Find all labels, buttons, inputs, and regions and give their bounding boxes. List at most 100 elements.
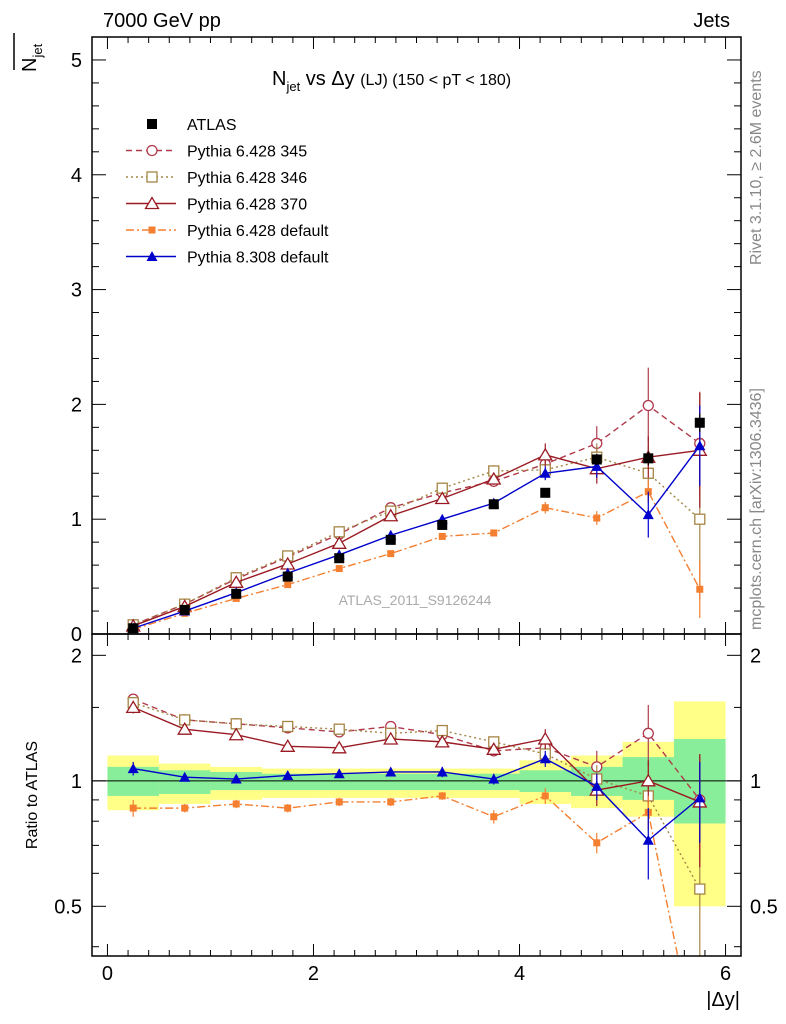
ratio-point <box>331 740 347 754</box>
ratio-point <box>488 773 500 784</box>
legend-marker <box>148 226 156 234</box>
x-tick-label: 2 <box>308 963 319 985</box>
data-point <box>387 550 395 558</box>
series-line <box>132 456 701 626</box>
band-inner <box>364 773 417 791</box>
series-pythia-6-428-default <box>129 480 704 633</box>
legend-entry: Pythia 6.428 370 <box>126 196 307 214</box>
ratio-y-tick-label-right: 2 <box>750 645 761 667</box>
ratio-point <box>333 768 345 779</box>
ratio-point <box>127 763 139 774</box>
ratio-point <box>642 834 654 845</box>
data-point <box>537 447 553 461</box>
ratio-point <box>181 804 189 812</box>
ratio-y-tick-label: 1 <box>71 771 82 793</box>
legend-entry: Pythia 6.428 default <box>126 223 329 240</box>
y-tick-label: 4 <box>71 165 82 187</box>
y-tick-label: 2 <box>71 394 82 416</box>
ratio-point <box>282 720 294 733</box>
data-point <box>488 499 499 510</box>
ratio-point <box>335 798 343 806</box>
ratio-line <box>132 698 701 801</box>
y-tick-label: 0 <box>71 624 82 646</box>
data-point <box>437 519 448 530</box>
ratio-point <box>642 727 654 739</box>
ratio-line <box>133 795 679 956</box>
main-title: Njet vs Δy (LJ) (150 < pT < 180) <box>272 68 511 94</box>
band-inner <box>416 773 469 791</box>
legend-marker <box>146 171 158 183</box>
x-axis-label: |Δy| <box>706 989 740 1011</box>
ratio-point <box>177 721 193 735</box>
ratio-point <box>490 813 498 821</box>
data-point <box>643 453 654 464</box>
ratio-point <box>640 773 656 787</box>
ratio-point <box>694 792 706 803</box>
series-line <box>132 445 701 629</box>
legend-label: ATLAS <box>187 117 237 134</box>
ratio-point <box>129 804 137 812</box>
ratio-point <box>232 800 240 808</box>
ratio-point <box>434 734 450 748</box>
legend: ATLAS Pythia 6.428 345 Pythia 6.428 346 Pyt… <box>126 117 329 267</box>
legend-label: Pythia 8.308 default <box>187 250 329 267</box>
data-point <box>231 588 242 599</box>
data-point <box>694 440 706 451</box>
data-point <box>179 604 190 615</box>
data-point <box>591 454 602 465</box>
series-line <box>132 449 700 627</box>
ratio-y-tick-label-right: 1 <box>750 771 761 793</box>
band-inner <box>261 773 314 791</box>
ratio-point <box>228 727 244 741</box>
main-panel <box>125 367 708 634</box>
ratio-y-tick-label: 0.5 <box>54 896 82 918</box>
ratio-y-tick-label-right: 0.5 <box>750 896 778 918</box>
title-tag: (LJ) <box>360 72 388 89</box>
data-point <box>333 526 345 538</box>
data-point <box>331 536 347 549</box>
ratio-point <box>333 723 345 735</box>
data-point <box>541 504 549 512</box>
x-tick-label: 6 <box>720 963 731 985</box>
x-tick-label: 0 <box>102 963 113 985</box>
ratio-point <box>593 839 601 847</box>
ratio-y-tick-label: 2 <box>71 645 82 667</box>
legend-label: Pythia 6.428 345 <box>187 144 307 161</box>
ratio-line <box>132 701 701 890</box>
y-tick-label: 3 <box>71 280 82 302</box>
ratio-point <box>284 804 292 812</box>
data-point <box>383 508 399 522</box>
legend-entry: Pythia 6.428 345 <box>126 144 307 161</box>
data-point <box>539 467 551 478</box>
series-line <box>132 404 701 626</box>
ratio-series-pythia-6-428-default <box>129 788 679 956</box>
ratio-line <box>133 757 701 842</box>
header-process: Jets <box>693 10 730 32</box>
data-point <box>334 553 345 564</box>
legend-entry: ATLAS <box>147 117 237 134</box>
legend-marker <box>146 251 158 261</box>
title-rest: vs Δy <box>300 68 360 90</box>
x-tick-label: 4 <box>514 963 525 985</box>
ratio-series-pythia-6-428-346 <box>127 696 706 956</box>
legend-label: Pythia 6.428 370 <box>187 197 307 214</box>
legend-entry: Pythia 6.428 346 <box>126 170 307 187</box>
main-ylabel: Njet <box>13 33 45 72</box>
data-point <box>593 514 601 522</box>
ratio-point <box>694 883 706 895</box>
data-point <box>490 529 498 537</box>
series-pythia-6-428-345 <box>127 367 706 631</box>
y-tick-label: 1 <box>71 509 82 531</box>
band-inner <box>313 773 365 791</box>
data-point <box>694 513 706 525</box>
analysis-watermark: ATLAS_2011_S9126244 <box>339 592 492 608</box>
ratio-point <box>539 753 551 764</box>
ratio-point <box>486 742 502 755</box>
legend-label: Pythia 6.428 346 <box>187 170 307 187</box>
header-energy: 7000 GeV pp <box>103 10 221 32</box>
band-inner <box>158 770 211 794</box>
data-point <box>540 487 551 498</box>
data-point <box>486 471 502 485</box>
